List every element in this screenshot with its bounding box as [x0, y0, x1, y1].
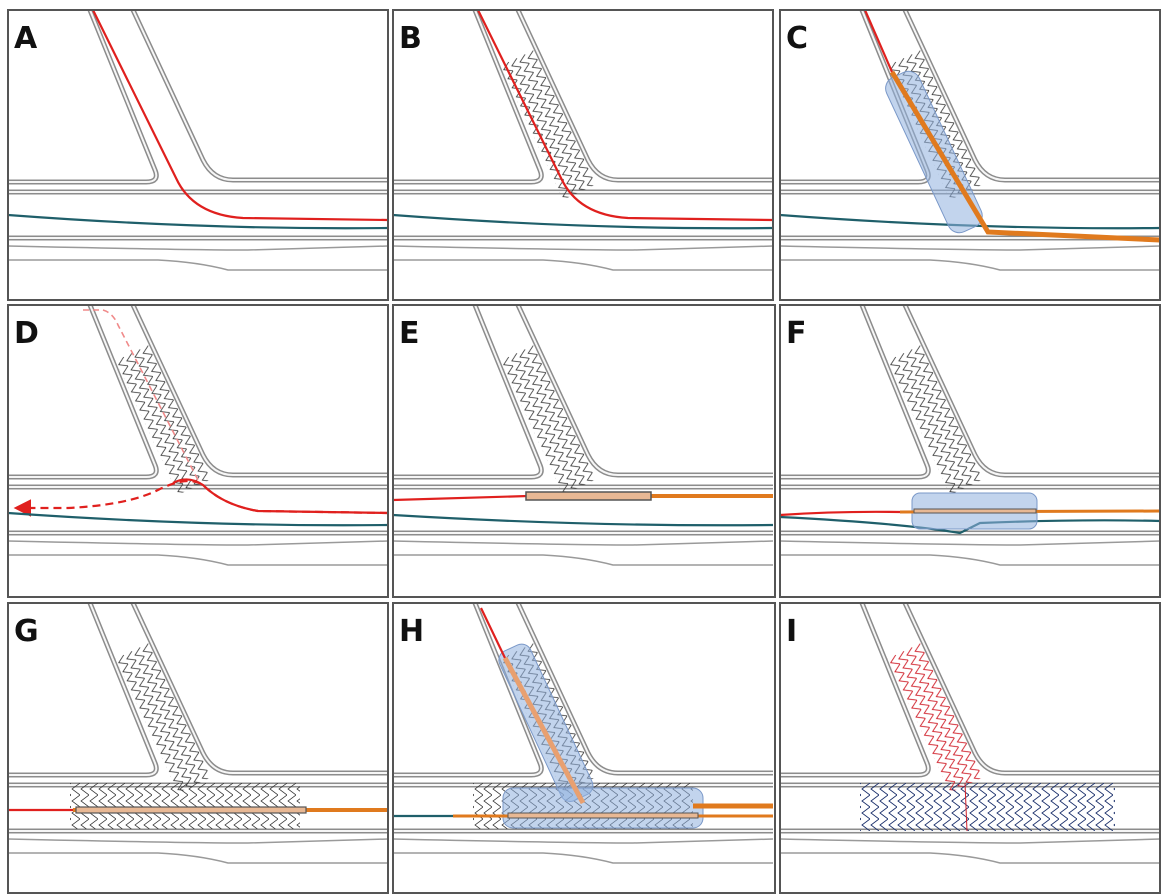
panel-label: H	[399, 614, 424, 649]
panel: D	[7, 304, 389, 598]
panel-label: I	[786, 614, 797, 649]
panel-label: D	[14, 316, 39, 351]
panel: E	[392, 304, 776, 598]
panel: C	[779, 9, 1161, 301]
panel-label: B	[399, 21, 422, 56]
panel: H	[392, 602, 776, 894]
panel-label: E	[399, 316, 420, 351]
panel: I	[779, 602, 1161, 894]
panel-label: G	[14, 614, 39, 649]
panel: A	[7, 9, 389, 301]
panel: F	[779, 304, 1161, 598]
panel-label: A	[14, 21, 38, 56]
panel: B	[392, 9, 774, 301]
panel-label: C	[786, 21, 808, 56]
panel: G	[7, 602, 389, 894]
panel-label: F	[786, 316, 807, 351]
